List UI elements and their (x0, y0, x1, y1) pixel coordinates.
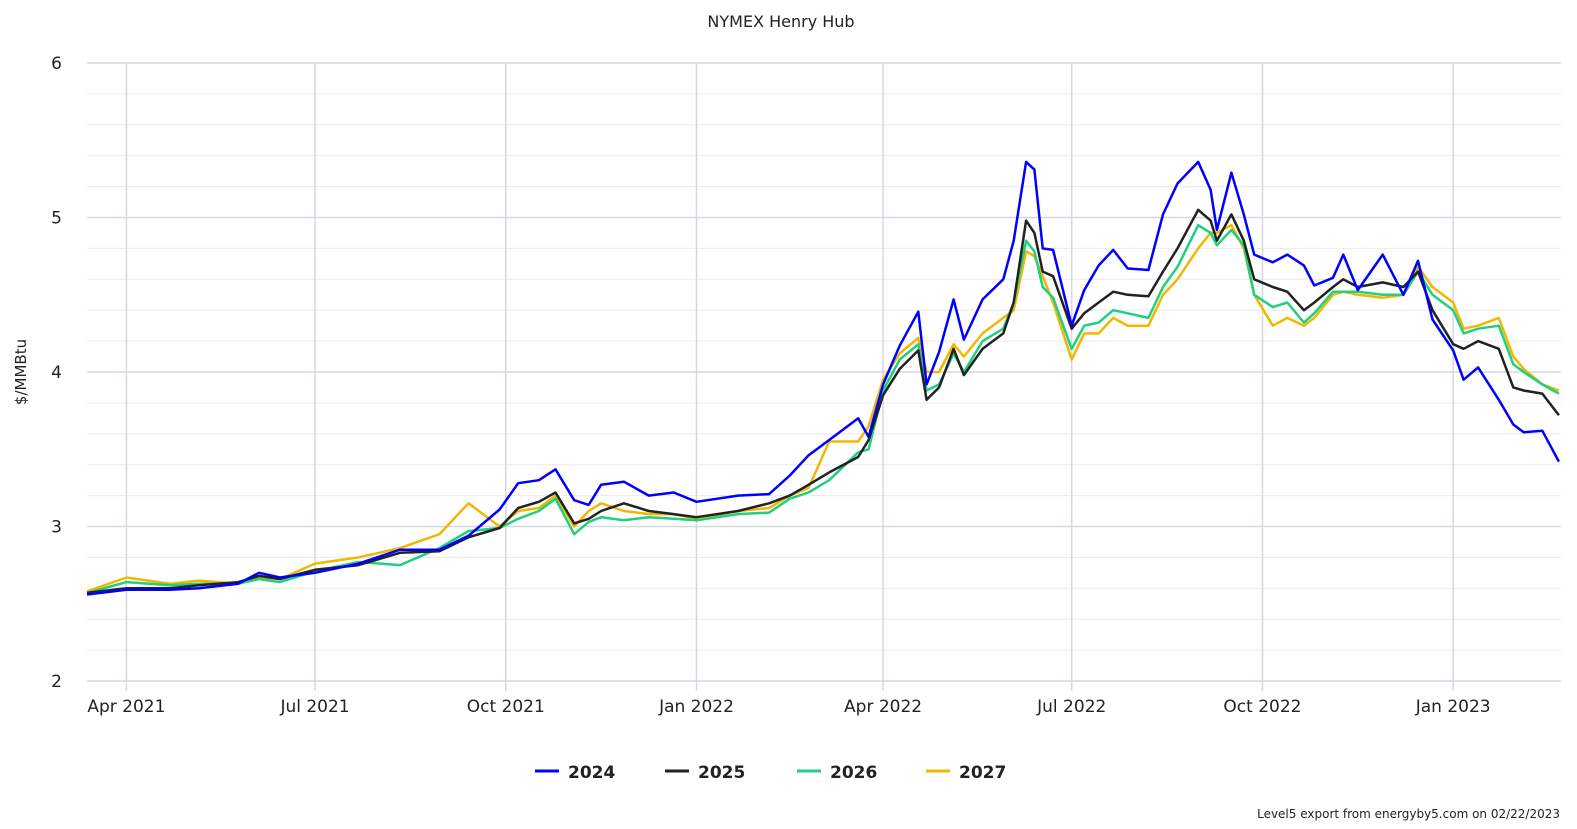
footer-credit: Level5 export from energyby5.com on 02/2… (1257, 807, 1560, 821)
x-tick-label: Oct 2021 (467, 697, 545, 717)
y-tick-label: 5 (51, 209, 62, 229)
x-tick-label: Apr 2021 (87, 697, 165, 717)
legend-label: 2027 (959, 763, 1006, 783)
legend: 2024 2025 2026 2027 (535, 763, 1006, 783)
x-tick-label: Jul 2022 (1036, 697, 1106, 717)
y-tick-label: 2 (51, 672, 62, 692)
legend-label: 2026 (830, 763, 877, 783)
series-lines (86, 160, 1561, 596)
x-tick-label: Oct 2022 (1223, 697, 1301, 717)
x-tick-label: Jan 2022 (658, 697, 734, 717)
series-line-2025 (86, 208, 1560, 595)
x-tick-label: Apr 2022 (844, 697, 922, 717)
grid (87, 62, 1561, 691)
y-axis-ticks: 2 3 4 5 6 (51, 54, 62, 692)
y-tick-label: 6 (51, 54, 62, 74)
legend-label: 2024 (568, 763, 615, 783)
series-line-2026 (86, 223, 1560, 595)
legend-item-2025: 2025 (665, 763, 745, 783)
legend-label: 2025 (698, 763, 745, 783)
legend-item-2027: 2027 (926, 763, 1006, 783)
series-line-2027 (86, 223, 1560, 593)
legend-item-2024: 2024 (535, 763, 615, 783)
chart-title: NYMEX Henry Hub (707, 12, 854, 31)
y-tick-label: 3 (51, 518, 62, 538)
x-tick-label: Jan 2023 (1415, 697, 1491, 717)
x-axis-ticks: Apr 2021 Jul 2021 Oct 2021 Jan 2022 Apr 2022… (87, 697, 1490, 717)
legend-item-2026: 2026 (797, 763, 877, 783)
y-tick-label: 4 (51, 363, 62, 383)
series-line-2024 (86, 160, 1561, 596)
x-tick-label: Jul 2021 (279, 697, 349, 717)
y-axis-label: $/MMBtu (12, 339, 30, 405)
